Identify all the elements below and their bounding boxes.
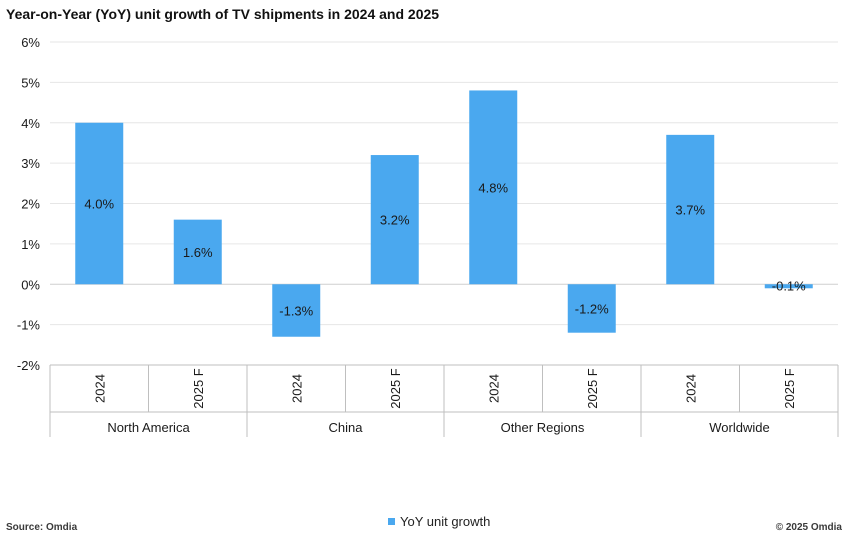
legend-swatch xyxy=(388,518,395,525)
copyright-note: © 2025 Omdia xyxy=(775,522,842,533)
data-label: -1.3% xyxy=(279,303,313,318)
source-note: Source: Omdia xyxy=(6,522,78,533)
category-label: 2025 F xyxy=(585,368,600,409)
data-label: 3.2% xyxy=(380,213,410,228)
y-tick-label: 1% xyxy=(21,237,40,252)
bar xyxy=(75,122,124,285)
y-tick-label: 5% xyxy=(21,75,40,90)
legend-label: YoY unit growth xyxy=(400,514,491,529)
bar xyxy=(272,284,321,337)
bar xyxy=(567,284,616,333)
data-label: -1.2% xyxy=(575,301,609,316)
group-label: North America xyxy=(107,420,190,435)
y-tick-label: 0% xyxy=(21,277,40,292)
data-label: 1.6% xyxy=(183,245,213,260)
chart-title: Year-on-Year (YoY) unit growth of TV shi… xyxy=(6,6,440,22)
category-label: 2024 xyxy=(683,374,698,403)
group-label: Worldwide xyxy=(709,420,769,435)
bar xyxy=(764,284,813,289)
data-label: 3.7% xyxy=(675,203,705,218)
category-label: 2024 xyxy=(486,374,501,403)
category-label: 2025 F xyxy=(782,368,797,409)
bar xyxy=(370,155,419,285)
category-label: 2024 xyxy=(289,374,304,403)
category-label: 2024 xyxy=(92,374,107,403)
category-label: 2025 F xyxy=(388,368,403,409)
data-label: 4.0% xyxy=(84,197,114,212)
bar xyxy=(173,219,222,285)
group-label: Other Regions xyxy=(501,420,585,435)
bar xyxy=(666,134,715,285)
y-tick-label: 4% xyxy=(21,116,40,131)
data-label: -0.1% xyxy=(772,278,806,293)
y-tick-label: 3% xyxy=(21,156,40,171)
y-tick-label: -1% xyxy=(17,318,41,333)
legend: YoY unit growth xyxy=(388,514,490,529)
category-label: 2025 F xyxy=(191,368,206,409)
bar xyxy=(469,90,518,285)
group-label: China xyxy=(329,420,364,435)
y-tick-label: 2% xyxy=(21,197,40,212)
y-tick-label: -2% xyxy=(17,358,41,373)
y-tick-label: 6% xyxy=(21,35,40,50)
data-label: 4.8% xyxy=(478,180,508,195)
